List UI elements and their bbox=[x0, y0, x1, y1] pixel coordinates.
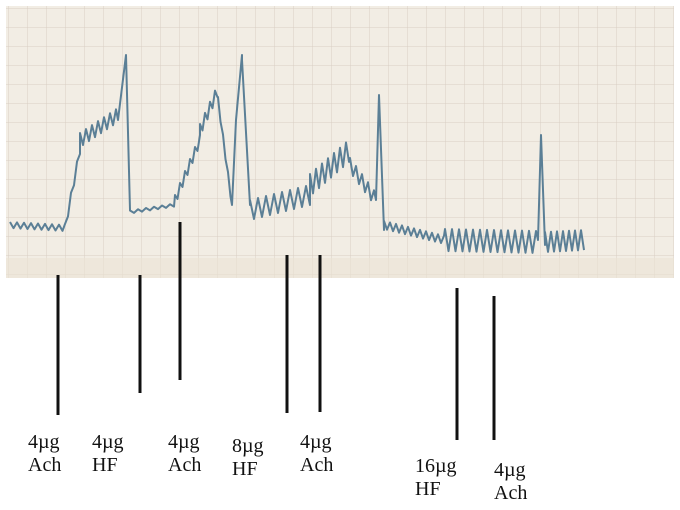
trace bbox=[9, 54, 585, 254]
marker-drug: Ach bbox=[28, 454, 61, 476]
marker-dose: 4µg bbox=[300, 431, 332, 453]
paper-edge bbox=[6, 258, 674, 278]
marker-drug: Ach bbox=[300, 454, 333, 476]
trace-line bbox=[9, 54, 585, 254]
marker-dose: 4µg bbox=[168, 431, 200, 453]
marker-dose: 16µg bbox=[415, 455, 457, 477]
marker-drug: HF bbox=[232, 458, 258, 480]
marker-drug: Ach bbox=[494, 482, 527, 504]
marker-drug: HF bbox=[415, 478, 441, 500]
marker-drug: Ach bbox=[168, 454, 201, 476]
marker-drug: HF bbox=[92, 454, 118, 476]
marker-dose: 8µg bbox=[232, 435, 264, 457]
marker-dose: 4µg bbox=[28, 431, 60, 453]
marker-dose: 4µg bbox=[92, 431, 124, 453]
marker-dose: 4µg bbox=[494, 459, 526, 481]
